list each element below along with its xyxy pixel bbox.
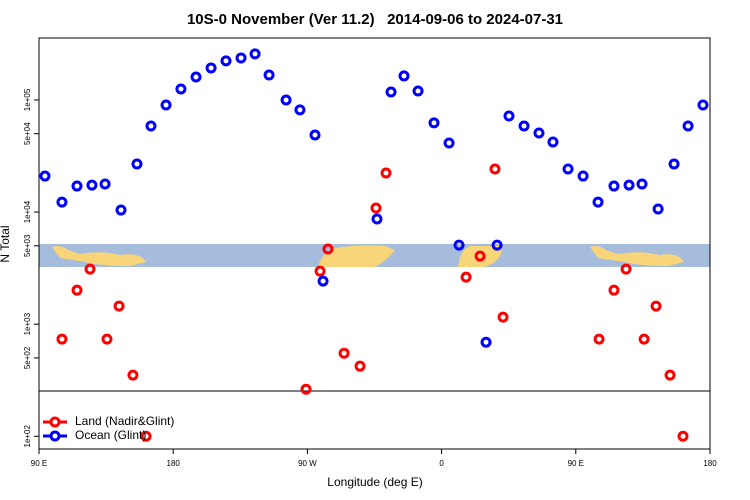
point <box>300 383 312 395</box>
point <box>127 369 139 381</box>
point <box>623 179 635 191</box>
point <box>309 129 321 141</box>
point <box>71 180 83 192</box>
point <box>317 275 329 287</box>
point <box>160 99 172 111</box>
point <box>562 163 574 175</box>
point <box>322 243 334 255</box>
point <box>652 203 664 215</box>
y-tick-label: 1e+04 <box>23 200 32 223</box>
point <box>489 163 501 175</box>
land-patch <box>318 245 395 267</box>
y-axis-label: N Total <box>0 225 12 262</box>
point <box>190 71 202 83</box>
point <box>145 120 157 132</box>
y-tick-label: 5e+03 <box>23 234 32 257</box>
point <box>677 430 689 442</box>
land-patch <box>590 246 684 266</box>
point <box>697 99 709 111</box>
x-tick-label: 90 E <box>31 459 47 468</box>
point <box>577 170 589 182</box>
point <box>205 62 217 74</box>
point <box>99 178 111 190</box>
point <box>533 127 545 139</box>
point <box>263 69 275 81</box>
point <box>115 204 127 216</box>
legend-marker <box>49 416 61 428</box>
x-tick-label: 90 W <box>298 459 317 468</box>
x-tick-label: 180 <box>167 459 181 468</box>
land-patch <box>458 246 502 267</box>
point <box>175 83 187 95</box>
point <box>370 202 382 214</box>
point <box>474 250 486 262</box>
point <box>497 311 509 323</box>
point <box>608 180 620 192</box>
point <box>101 333 113 345</box>
point <box>280 94 292 106</box>
point <box>480 336 492 348</box>
point <box>86 179 98 191</box>
point <box>338 347 350 359</box>
x-tick-label: 180 <box>703 459 717 468</box>
point <box>620 263 632 275</box>
point <box>84 263 96 275</box>
chart-title: 10S-0 November (Ver 11.2) 2014-09-06 to … <box>187 11 563 28</box>
point <box>113 300 125 312</box>
x-tick-label: 0 <box>439 459 444 468</box>
point <box>314 265 326 277</box>
point <box>294 104 306 116</box>
point <box>140 430 152 442</box>
point <box>380 167 392 179</box>
point <box>592 196 604 208</box>
point <box>354 360 366 372</box>
point <box>443 137 455 149</box>
point <box>39 170 51 182</box>
point <box>638 333 650 345</box>
legend-label: Ocean (Glint) <box>75 428 146 442</box>
point <box>220 55 232 67</box>
point <box>664 369 676 381</box>
y-tick-label: 1e+02 <box>23 424 32 447</box>
y-tick-label: 1e+05 <box>23 88 32 111</box>
point <box>518 120 530 132</box>
point <box>503 110 515 122</box>
point <box>460 271 472 283</box>
point <box>608 284 620 296</box>
legend-label: Land (Nadir&Glint) <box>75 414 174 428</box>
x-tick-label: 90 E <box>568 459 584 468</box>
point <box>682 120 694 132</box>
point <box>412 85 424 97</box>
point <box>650 300 662 312</box>
point <box>71 284 83 296</box>
point <box>249 48 261 60</box>
land-patch <box>52 246 146 266</box>
legend-marker <box>49 430 61 442</box>
y-tick-label: 5e+02 <box>23 346 32 369</box>
map-strip <box>39 244 710 267</box>
point <box>668 158 680 170</box>
point <box>235 52 247 64</box>
point <box>56 333 68 345</box>
point <box>547 136 559 148</box>
plot-frame <box>38 37 711 450</box>
point <box>131 158 143 170</box>
point <box>371 213 383 225</box>
y-tick-label: 5e+04 <box>23 122 32 145</box>
point <box>428 117 440 129</box>
point <box>385 86 397 98</box>
y-tick-label: 1e+03 <box>23 312 32 335</box>
point <box>636 178 648 190</box>
point <box>398 70 410 82</box>
point <box>593 333 605 345</box>
point <box>56 196 68 208</box>
point <box>491 239 503 251</box>
point <box>453 239 465 251</box>
x-axis-label: Longitude (deg E) <box>327 475 422 489</box>
